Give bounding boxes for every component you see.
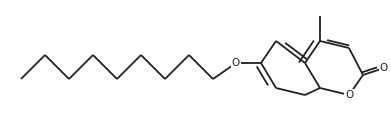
Text: O: O: [232, 58, 240, 68]
Text: O: O: [380, 63, 388, 73]
Text: O: O: [345, 90, 353, 100]
